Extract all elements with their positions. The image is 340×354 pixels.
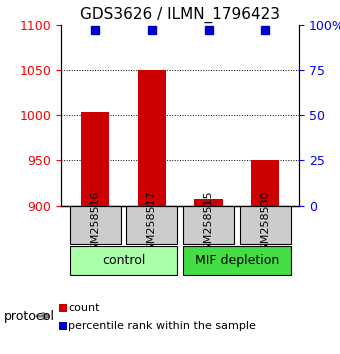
Text: control: control <box>102 254 145 267</box>
Bar <box>138 70 166 206</box>
FancyBboxPatch shape <box>126 206 177 244</box>
Text: percentile rank within the sample: percentile rank within the sample <box>68 321 256 331</box>
FancyBboxPatch shape <box>183 206 234 244</box>
Text: GSM258517: GSM258517 <box>147 190 157 258</box>
Text: count: count <box>68 303 100 313</box>
Text: GSM258515: GSM258515 <box>204 191 214 258</box>
Text: GSM258516: GSM258516 <box>90 191 100 258</box>
Bar <box>194 199 223 206</box>
Title: GDS3626 / ILMN_1796423: GDS3626 / ILMN_1796423 <box>80 7 280 23</box>
Bar <box>251 160 279 206</box>
FancyBboxPatch shape <box>183 246 291 275</box>
FancyBboxPatch shape <box>70 206 121 244</box>
Text: protocol: protocol <box>3 310 54 323</box>
Text: MIF depletion: MIF depletion <box>195 254 279 267</box>
FancyBboxPatch shape <box>240 206 291 244</box>
Bar <box>81 113 109 206</box>
Text: GSM258530: GSM258530 <box>260 191 270 258</box>
FancyBboxPatch shape <box>70 246 177 275</box>
